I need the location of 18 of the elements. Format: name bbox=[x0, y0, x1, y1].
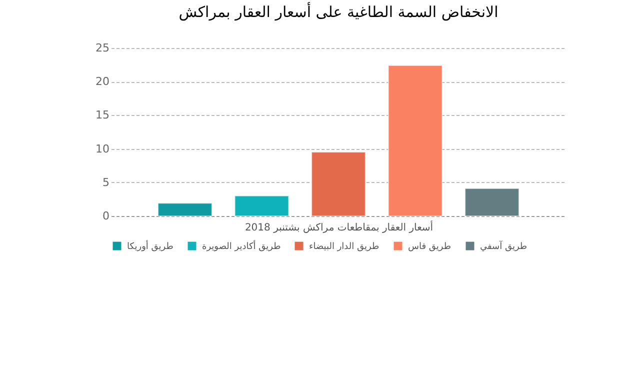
legend-label: طريق آسفي bbox=[480, 240, 528, 252]
bar bbox=[158, 202, 212, 216]
chart-title: الانخفاض السمة الطاغية على أسعار العقار بمراكش bbox=[178, 2, 498, 21]
y-tick-label: 20 bbox=[96, 75, 110, 88]
bar bbox=[234, 195, 290, 216]
y-tick-label: 10 bbox=[96, 142, 110, 156]
y-tick-label: 0 bbox=[102, 210, 110, 222]
bar bbox=[388, 64, 443, 216]
legend-label: طريق أكادير الصويرة bbox=[202, 240, 281, 252]
legend-label: طريق فاس bbox=[408, 242, 452, 252]
y-tick-label: 5 bbox=[102, 176, 110, 189]
x-axis-title: أسعار العقار بمقاطعات مراكش بشتنبر 2018 bbox=[244, 220, 434, 234]
y-tick-label: 25 bbox=[96, 42, 110, 54]
legend-label: طريق الدار البيضاء bbox=[309, 242, 380, 252]
bar bbox=[464, 188, 520, 216]
y-tick-label: 15 bbox=[96, 108, 110, 122]
legend-label: طريق أوريكا bbox=[127, 240, 174, 252]
bar bbox=[311, 152, 366, 216]
